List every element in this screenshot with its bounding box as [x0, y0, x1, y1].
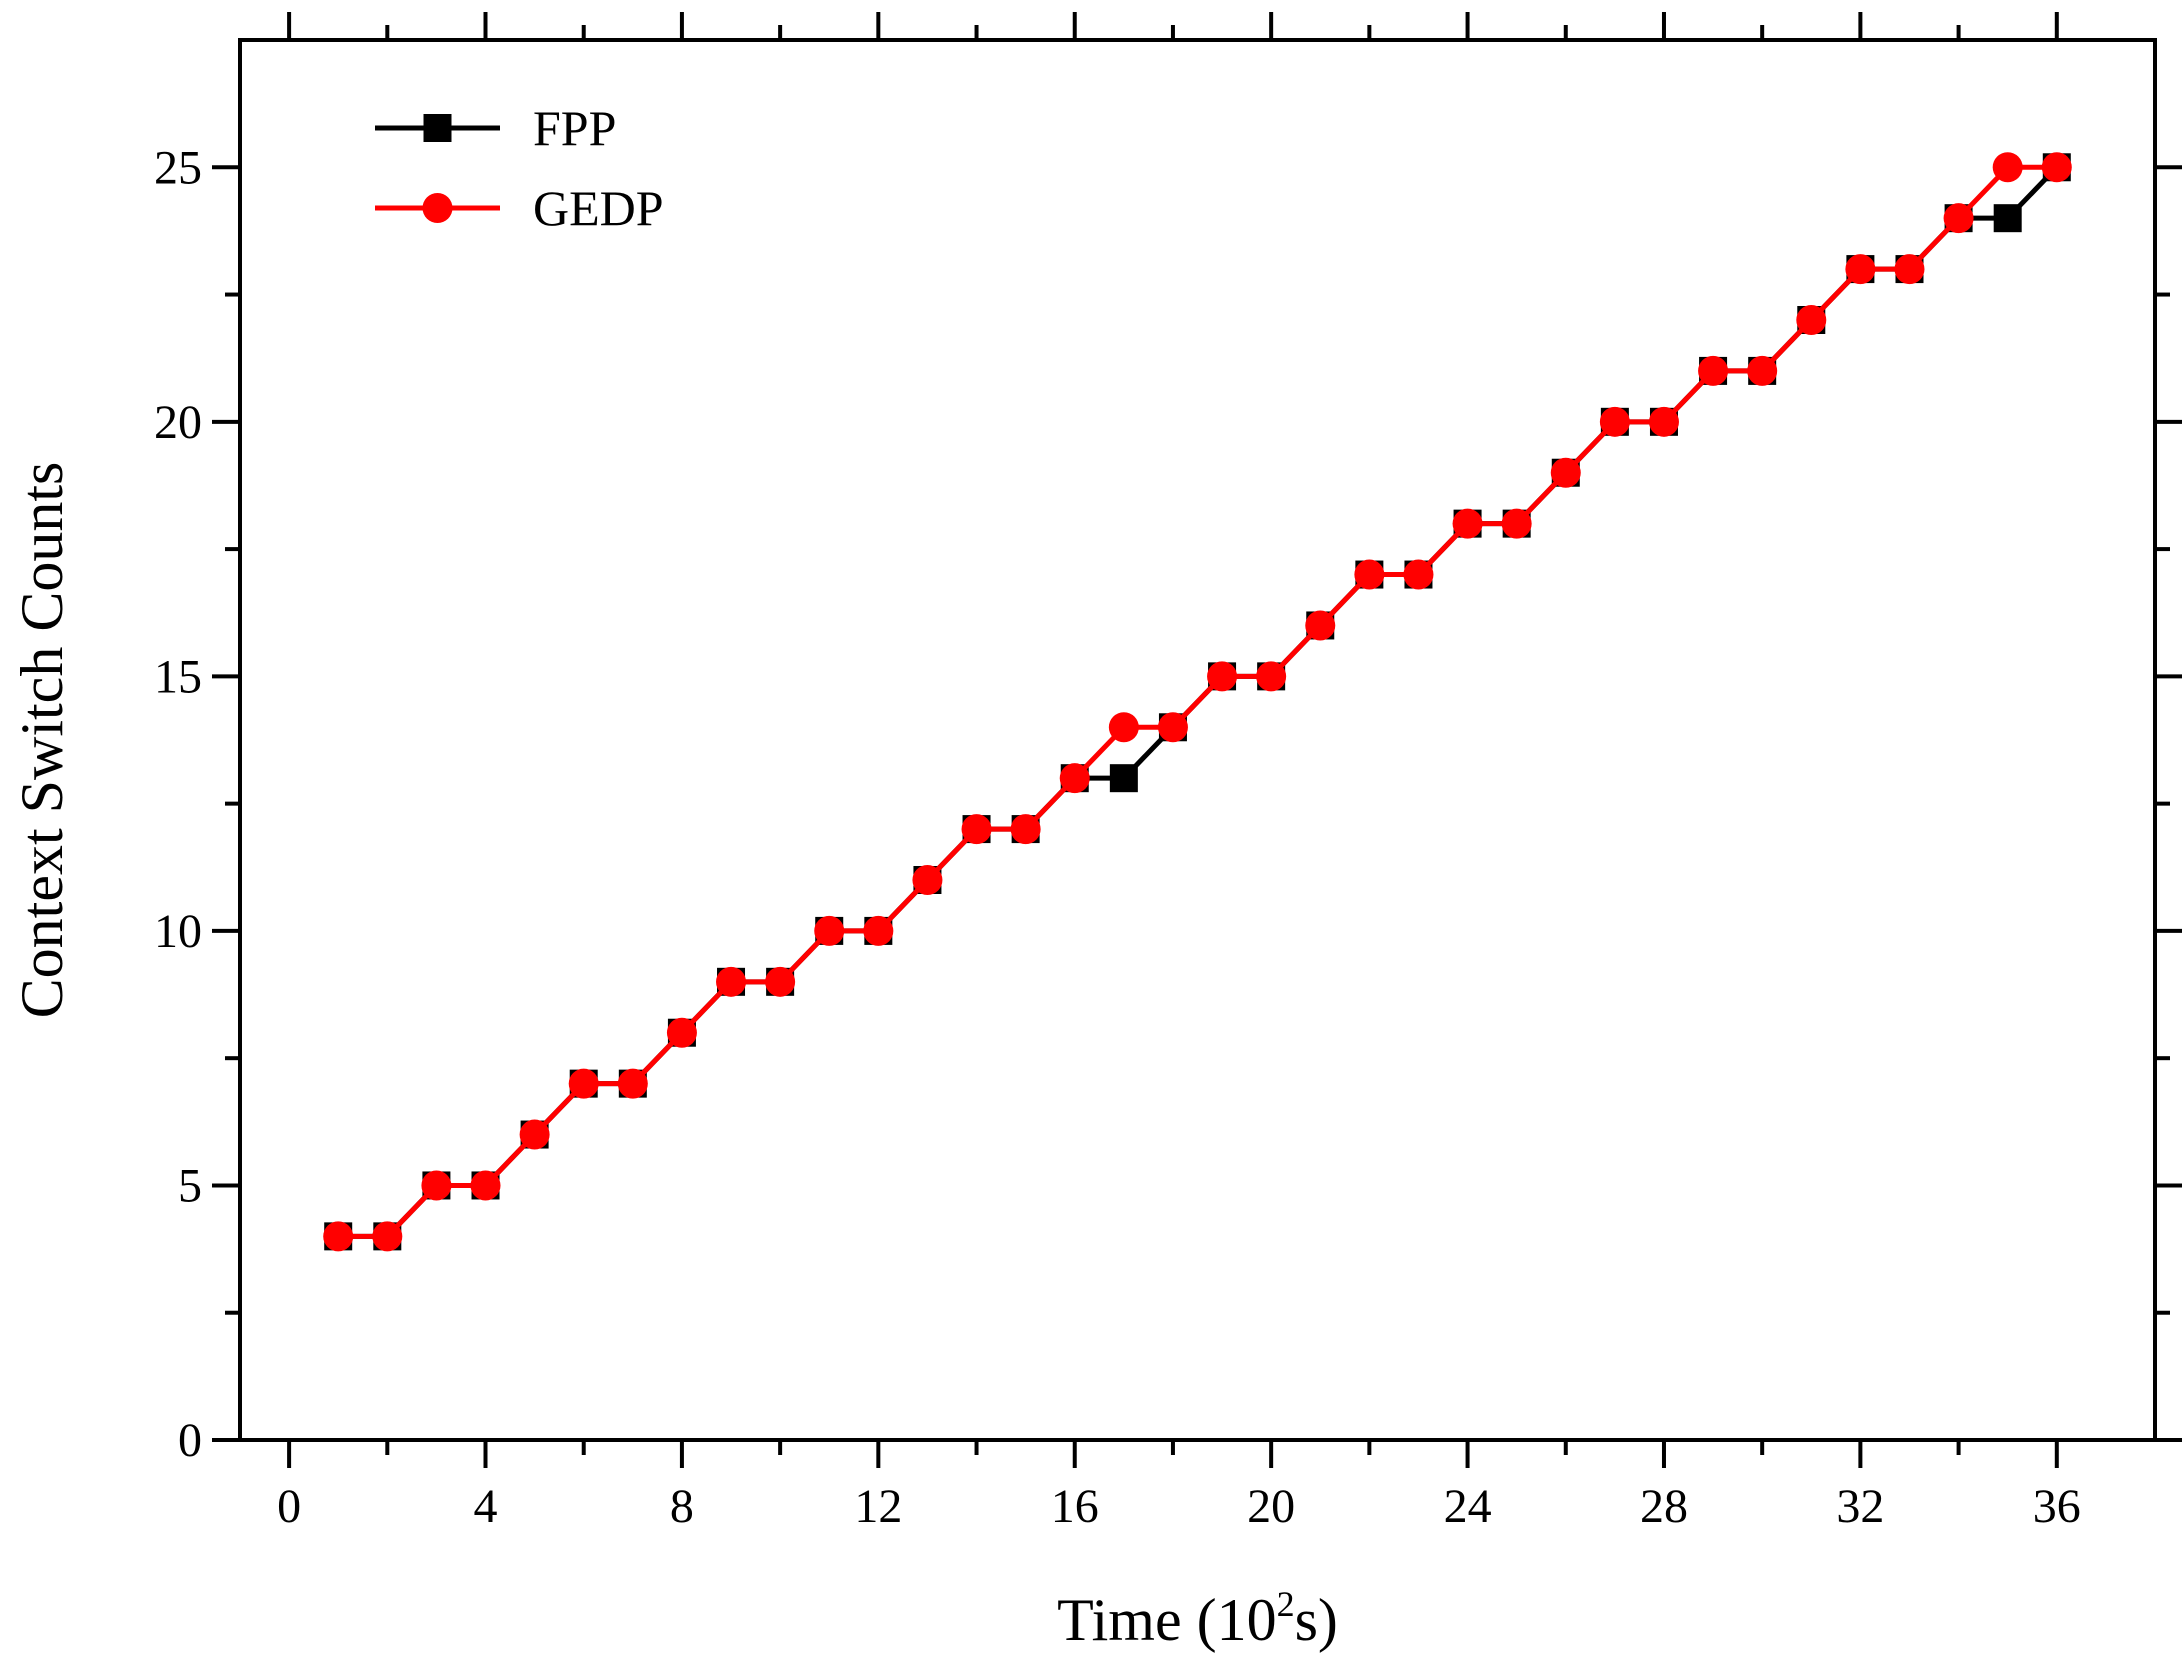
data-point-fpp: [1993, 204, 2022, 233]
x-tick-label: 36: [2033, 1480, 2081, 1533]
data-point-gedp: [568, 1068, 599, 1099]
legend-marker-fpp: [423, 114, 452, 142]
data-point-gedp: [666, 1017, 697, 1048]
legend: FPP GEDP: [375, 100, 664, 236]
data-point-gedp: [1599, 406, 1630, 437]
data-point-fpp: [1109, 764, 1138, 793]
data-point-gedp: [1305, 610, 1336, 641]
legend-marker-gedp: [422, 193, 453, 223]
y-tick-label: 0: [178, 1414, 202, 1467]
data-point-gedp: [2041, 152, 2072, 183]
data-point-gedp: [1059, 763, 1090, 794]
series-layer: [323, 152, 2072, 1252]
data-point-gedp: [1403, 559, 1434, 590]
x-axis-title-unit: s): [1295, 1587, 1338, 1653]
data-point-gedp: [814, 915, 845, 946]
legend-item-fpp: FPP: [375, 100, 616, 156]
data-point-gedp: [1157, 712, 1188, 743]
x-tick-label: 12: [854, 1480, 902, 1533]
y-axis-title: Context Switch Counts: [9, 462, 75, 1019]
x-tick-label: 28: [1640, 1480, 1688, 1533]
x-tick-label: 8: [670, 1480, 694, 1533]
x-tick-label: 32: [1836, 1480, 1884, 1533]
x-axis-title-superscript: 2: [1277, 1584, 1295, 1624]
x-tick-label: 0: [277, 1480, 301, 1533]
data-point-gedp: [863, 915, 894, 946]
data-point-gedp: [421, 1170, 452, 1201]
legend-label-fpp: FPP: [533, 100, 616, 156]
data-point-gedp: [372, 1221, 403, 1252]
data-point-gedp: [1550, 457, 1581, 488]
data-point-gedp: [1992, 152, 2023, 183]
x-axis-title-main: Time (10: [1057, 1587, 1277, 1653]
data-point-gedp: [1943, 203, 1974, 234]
y-tick-label: 5: [178, 1159, 202, 1212]
x-axis-title: Time (102s): [1057, 1584, 1338, 1653]
data-point-gedp: [765, 966, 796, 997]
data-point-gedp: [1452, 508, 1483, 539]
y-tick-label: 15: [154, 650, 202, 703]
data-point-gedp: [1108, 712, 1139, 743]
tick-labels: 0 4 8 12 16 20 24 28 32 36 0 5 10 15 20 25: [154, 141, 2081, 1533]
x-tick-label: 24: [1444, 1480, 1492, 1533]
y-tick-label: 10: [154, 905, 202, 958]
axis-ticks: [212, 12, 2182, 1468]
data-point-gedp: [1796, 305, 1827, 335]
x-tick-label: 4: [474, 1480, 498, 1533]
data-point-gedp: [1698, 355, 1729, 386]
data-point-gedp: [1010, 814, 1041, 845]
data-point-gedp: [1256, 661, 1287, 692]
data-point-gedp: [1747, 355, 1778, 386]
legend-item-gedp: GEDP: [375, 180, 664, 236]
data-point-gedp: [1845, 254, 1876, 285]
x-tick-label: 16: [1051, 1480, 1099, 1533]
data-point-gedp: [1501, 508, 1532, 539]
x-tick-label: 20: [1247, 1480, 1295, 1533]
data-point-gedp: [617, 1068, 648, 1099]
y-tick-label: 20: [154, 396, 202, 449]
data-point-gedp: [716, 966, 747, 997]
data-point-gedp: [323, 1221, 354, 1252]
y-tick-label: 25: [154, 141, 202, 194]
data-point-gedp: [1354, 559, 1385, 590]
data-point-gedp: [1207, 661, 1238, 692]
data-point-gedp: [1648, 406, 1679, 437]
data-point-gedp: [961, 814, 992, 845]
data-point-gedp: [519, 1119, 550, 1150]
data-point-gedp: [1894, 254, 1925, 285]
data-point-gedp: [912, 865, 943, 895]
legend-label-gedp: GEDP: [533, 180, 664, 236]
series-gedp: [323, 152, 2072, 1252]
plot-area-frame: [238, 38, 2157, 1442]
data-point-gedp: [470, 1170, 501, 1201]
